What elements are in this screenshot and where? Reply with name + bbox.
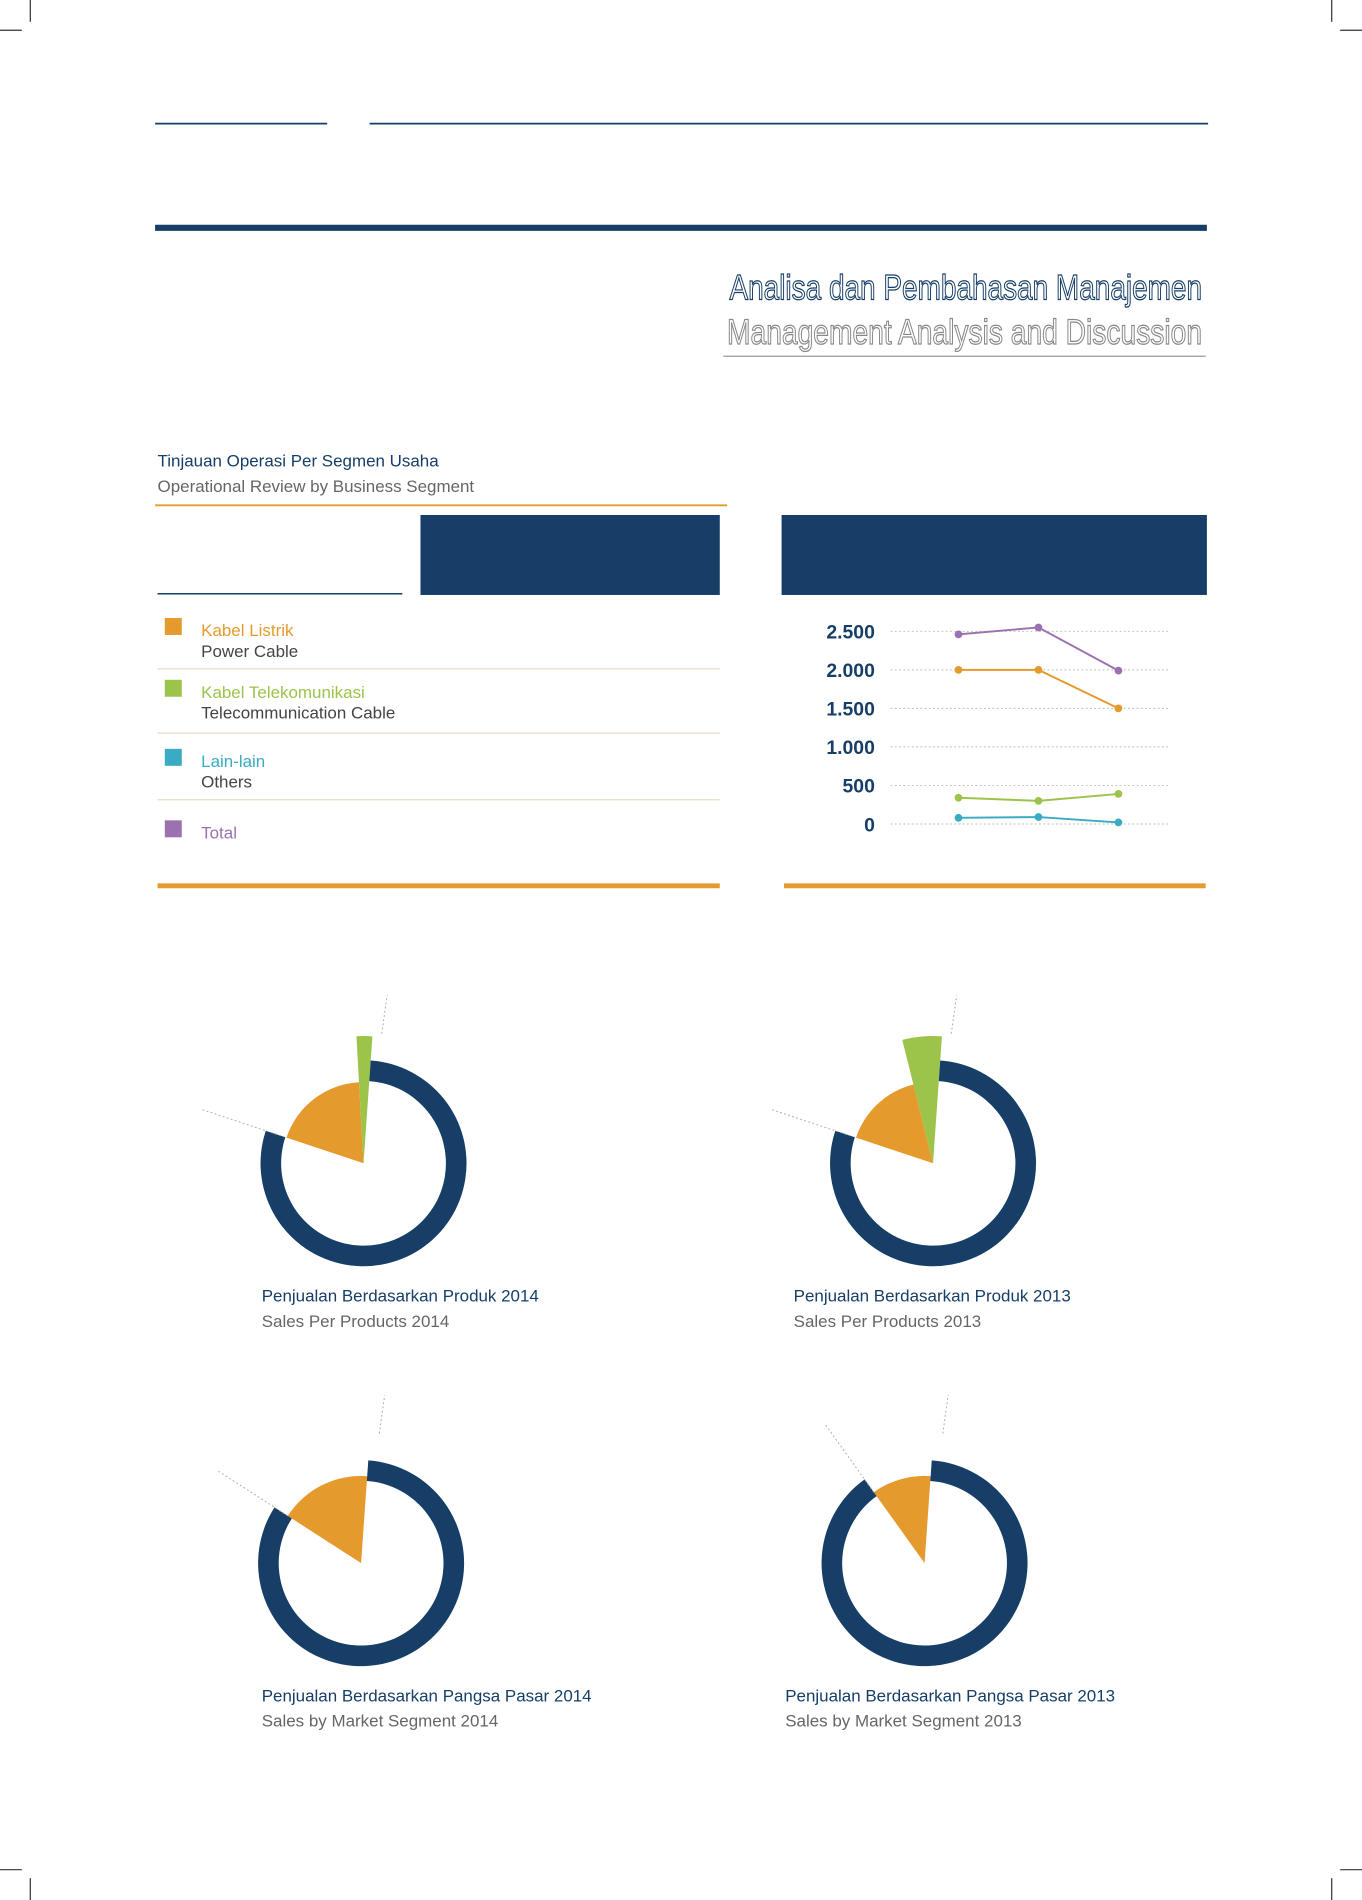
legend-label: Kabel Telekomunikasi [201, 683, 365, 702]
line-point [1034, 665, 1043, 674]
legend-label-en: Telecommunication Cable [201, 704, 395, 723]
chart-subtitle: Sales Per Products 2013 [794, 1312, 982, 1331]
chart-title: Penjualan Berdasarkan Pangsa Pasar 2013 [785, 1686, 1115, 1705]
section-title: Tinjauan Operasi Per Segmen Usaha [158, 452, 440, 471]
legend-swatch [164, 820, 182, 838]
chart-title: Penjualan Berdasarkan Produk 2013 [794, 1286, 1071, 1305]
chart-subtitle: Sales by Market Segment 2013 [785, 1712, 1022, 1731]
table-header-block [420, 514, 720, 595]
pie-slice [902, 1036, 942, 1164]
y-tick-label: 2.000 [826, 660, 875, 682]
line-point [954, 665, 963, 674]
y-tick-label: 500 [843, 776, 875, 798]
chart-header-block [781, 514, 1207, 595]
leader-line [825, 1424, 875, 1493]
leader-line [950, 995, 958, 1034]
chart-title: Penjualan Berdasarkan Produk 2014 [262, 1286, 539, 1305]
y-tick-label: 1.500 [826, 699, 875, 721]
legend-label-en: Others [201, 773, 252, 792]
legend-swatch [164, 679, 182, 697]
line-point [1034, 623, 1043, 632]
line-point [954, 813, 963, 822]
legend-label: Kabel Listrik [201, 621, 294, 640]
line-point [1114, 790, 1123, 798]
chart-subtitle: Sales Per Products 2014 [262, 1312, 450, 1331]
legend-swatch [164, 748, 182, 766]
line-series [958, 668, 1119, 710]
legend-label: Total [201, 824, 237, 843]
line-point [1114, 704, 1123, 713]
pie-slice [356, 1036, 373, 1164]
chart-subtitle: Sales by Market Segment 2014 [262, 1712, 499, 1731]
chart-title: Penjualan Berdasarkan Pangsa Pasar 2014 [262, 1686, 592, 1705]
leader-line [378, 1395, 386, 1434]
header-subtitle: Management Analysis and Discussion [727, 313, 1202, 352]
line-point [954, 630, 963, 639]
pie-slice [286, 1082, 364, 1164]
line-point [1114, 818, 1123, 827]
pie-slice [856, 1084, 934, 1164]
pie-slice [287, 1475, 368, 1564]
leader-line [942, 1395, 949, 1434]
leader-line [381, 995, 388, 1034]
section-subtitle: Operational Review by Business Segment [158, 477, 475, 496]
line-point [1114, 666, 1123, 675]
leader-line [202, 1109, 281, 1137]
line-point [954, 793, 963, 802]
leader-line [218, 1470, 289, 1517]
legend-label: Lain-lain [201, 752, 265, 771]
legend-swatch [164, 617, 182, 635]
header-title: Analisa dan Pembahasan Manajemen [729, 268, 1202, 307]
y-tick-label: 0 [864, 814, 875, 836]
y-tick-label: 2.500 [826, 622, 875, 644]
y-tick-label: 1.000 [826, 737, 875, 759]
line-series [958, 626, 1119, 672]
line-point [1034, 796, 1043, 805]
pie-slice [873, 1475, 931, 1564]
legend-label-en: Power Cable [201, 642, 298, 661]
leader-line [771, 1109, 851, 1137]
line-point [1034, 813, 1043, 821]
